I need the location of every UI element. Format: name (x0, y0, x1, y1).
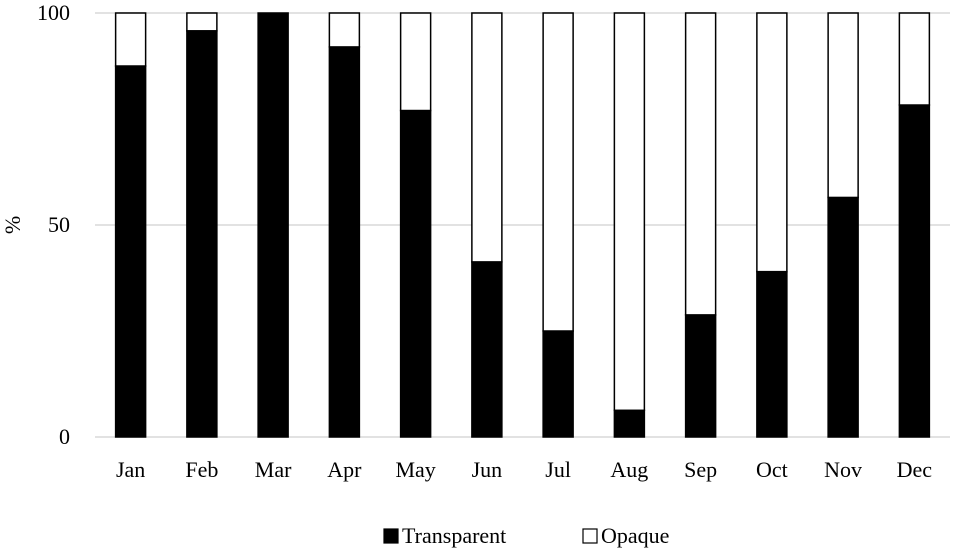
bar-transparent-jul (542, 330, 574, 438)
bar-opaque-jun (471, 12, 503, 263)
legend: Transparent Opaque (383, 523, 669, 548)
legend-swatch-transparent (383, 528, 399, 544)
x-label-jan: Jan (116, 457, 145, 482)
bar-transparent-mar (257, 12, 289, 438)
bar-transparent-jan (114, 65, 147, 438)
bar-opaque-dec (898, 12, 931, 106)
bar-opaque-sep (684, 12, 717, 316)
x-label-apr: Apr (327, 457, 362, 482)
x-label-feb: Feb (185, 457, 218, 482)
bar-transparent-jun (471, 261, 503, 438)
bar-transparent-aug (613, 409, 646, 438)
y-tick-label-0: 0 (59, 424, 70, 449)
bar-opaque-jul (542, 12, 574, 332)
legend-swatch-opaque (582, 528, 598, 544)
bar-opaque-nov (827, 12, 859, 199)
bar-transparent-apr (328, 46, 361, 438)
legend-label-opaque: Opaque (601, 523, 669, 548)
y-tick-label-100: 100 (37, 0, 70, 25)
y-tick-label-50: 50 (48, 212, 70, 237)
bar-opaque-jan (114, 12, 147, 67)
x-label-may: May (395, 457, 435, 482)
bar-transparent-may (399, 109, 432, 438)
x-label-nov: Nov (824, 457, 862, 482)
legend-label-transparent: Transparent (402, 523, 506, 548)
x-label-sep: Sep (684, 457, 717, 482)
x-label-oct: Oct (756, 457, 788, 482)
bar-opaque-may (399, 12, 432, 112)
bar-opaque-aug (613, 12, 646, 412)
bar-transparent-oct (756, 270, 788, 438)
x-label-aug: Aug (610, 457, 648, 482)
bar-opaque-feb (186, 12, 218, 32)
x-category-labels: Jan Feb Mar Apr May Jun Jul Aug Sep Oct Nov Dec (116, 457, 932, 482)
bar-transparent-dec (898, 104, 931, 438)
x-label-dec: Dec (897, 457, 933, 482)
bar-transparent-sep (684, 314, 717, 438)
x-label-jun: Jun (472, 457, 503, 482)
y-axis-title: % (0, 216, 25, 234)
gridlines (95, 12, 950, 438)
bar-transparent-feb (186, 30, 218, 438)
y-tick-labels: 0 50 100 (37, 0, 70, 449)
bar-opaque-oct (756, 12, 788, 273)
bar-opaque-apr (328, 12, 361, 48)
bar-transparent-nov (827, 196, 859, 438)
bars (114, 12, 931, 438)
x-label-mar: Mar (255, 457, 292, 482)
x-label-jul: Jul (545, 457, 571, 482)
